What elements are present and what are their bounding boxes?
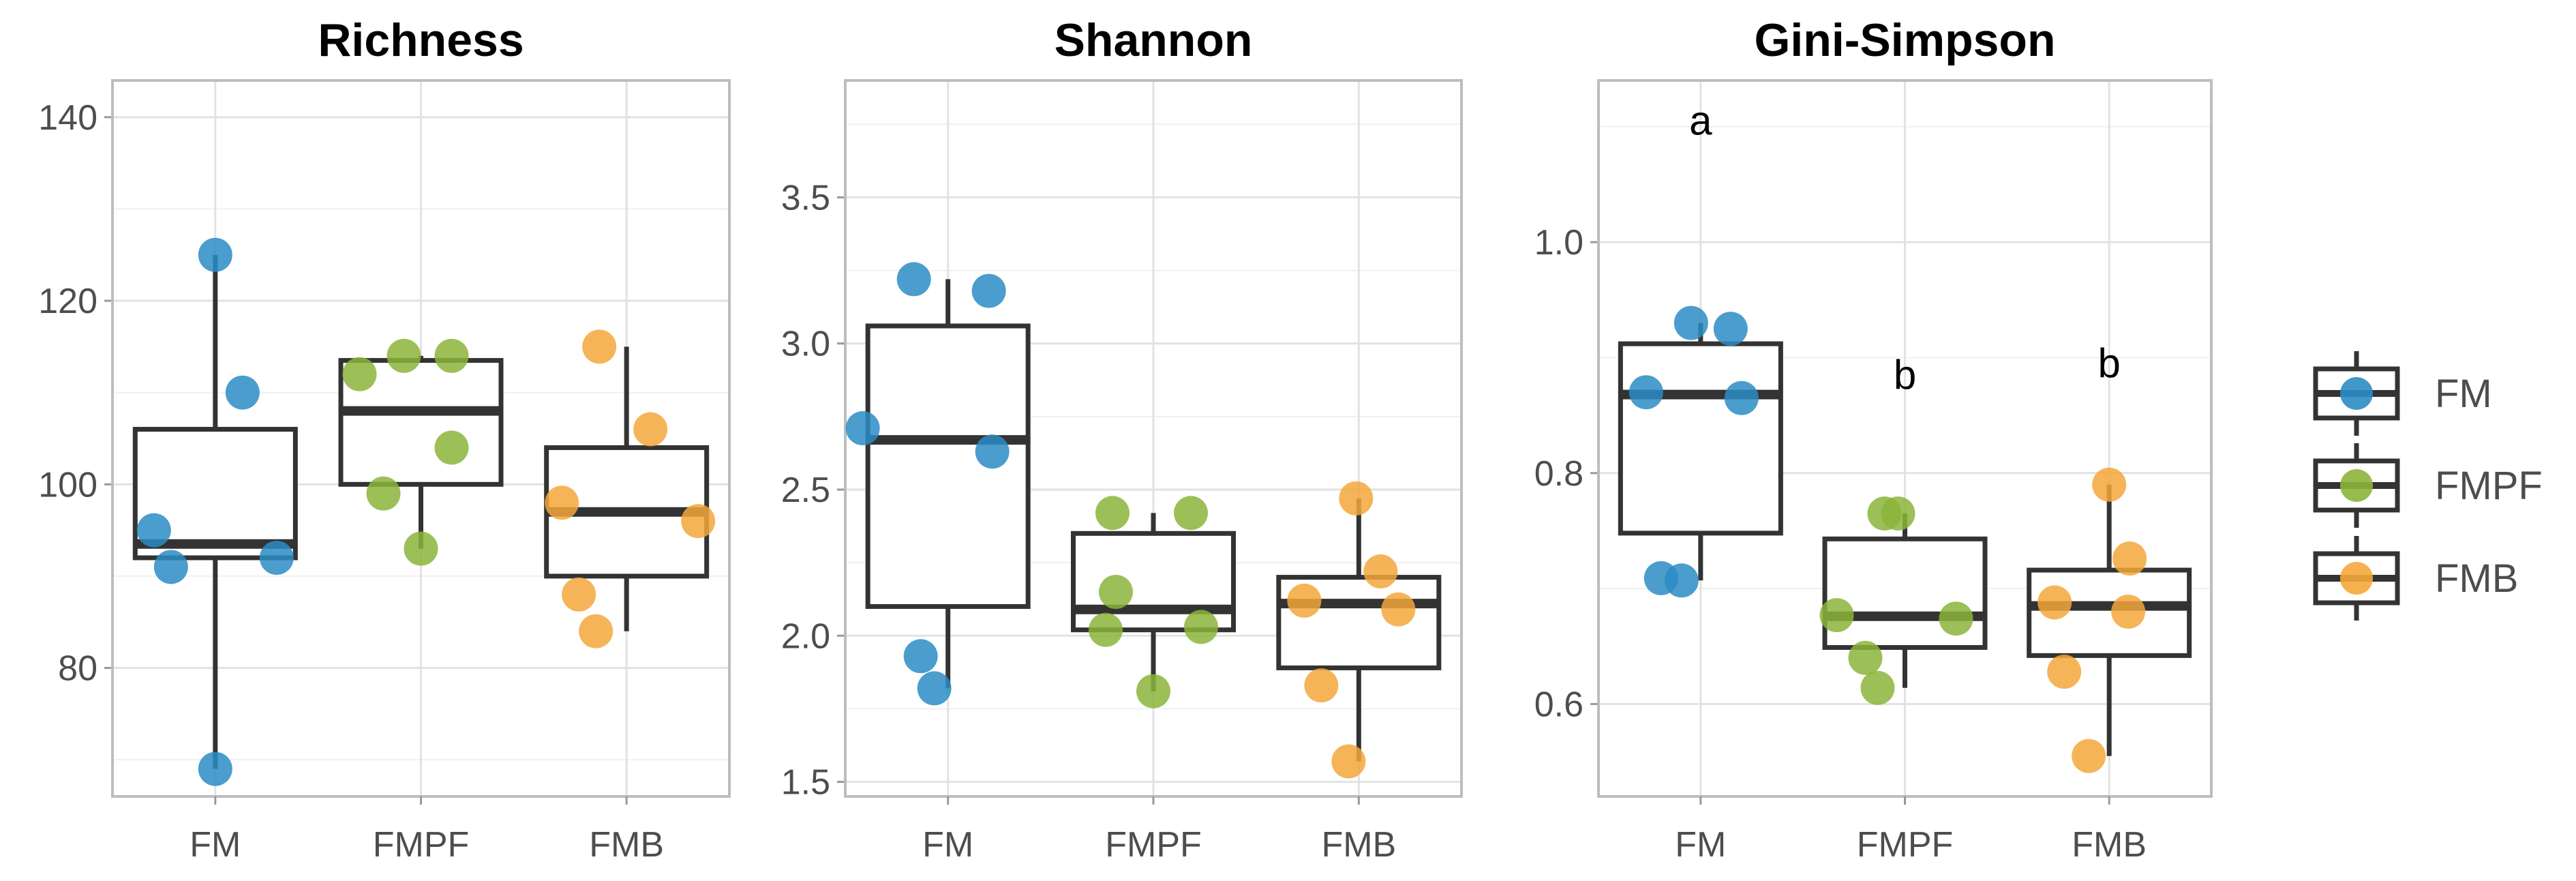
- data-point-fmb: [1363, 554, 1398, 588]
- data-point-fm: [917, 671, 952, 706]
- data-point-fmpf: [1136, 674, 1170, 708]
- panel-title: Gini-Simpson: [1755, 14, 2056, 66]
- y-tick-label: 0.8: [1534, 454, 1584, 494]
- x-tick-label: FMPF: [1857, 825, 1954, 865]
- y-tick-label: 80: [58, 649, 97, 689]
- data-point-fmb: [681, 504, 716, 539]
- x-tick-label: FMB: [589, 825, 664, 865]
- legend-entry-fm: FM: [2313, 351, 2492, 436]
- data-point-fmb: [633, 412, 668, 447]
- data-point-fmb: [2111, 595, 2146, 629]
- legend-label: FMPF: [2435, 464, 2543, 508]
- box-iqr: [865, 323, 1031, 609]
- data-point-fm: [845, 411, 880, 445]
- y-tick-label: 2.5: [781, 471, 830, 510]
- panels-layer: 80 100 120 140 FM FMPF FMB Richness 1.5 2.0 2.5 3.0…: [38, 14, 2213, 865]
- significance-letter: b: [2097, 340, 2120, 386]
- legend-point: [2340, 377, 2373, 410]
- data-point-fm: [198, 751, 232, 786]
- legend-point: [2340, 469, 2373, 502]
- data-point-fmb: [1287, 583, 1322, 618]
- y-tick-label: 1.0: [1534, 223, 1584, 263]
- data-point-fm: [903, 639, 938, 674]
- y-tick-label: 120: [38, 282, 97, 321]
- data-point-fmb: [1339, 481, 1374, 516]
- y-tick-label: 3.0: [781, 325, 830, 364]
- data-point-fm: [975, 434, 1010, 469]
- data-point-fmpf: [1095, 496, 1130, 531]
- data-point-fm: [1628, 375, 1663, 410]
- y-tick-label: 1.5: [781, 763, 830, 803]
- data-point-fmb: [562, 577, 596, 612]
- x-tick-label: FMB: [2072, 825, 2147, 865]
- data-point-fmpf: [1184, 610, 1218, 644]
- data-point-fmpf: [387, 338, 421, 373]
- data-point-fmb: [2047, 655, 2082, 689]
- data-point-fmpf: [1848, 640, 1883, 675]
- data-point-fmpf: [1819, 598, 1854, 633]
- data-point-fmb: [1304, 668, 1339, 703]
- significance-letter: a: [1689, 98, 1712, 143]
- data-point-fmb: [2072, 738, 2106, 773]
- data-point-fmb: [2037, 585, 2072, 620]
- y-tick-label: 0.6: [1534, 685, 1584, 725]
- legend-entry-fmb: FMB: [2313, 536, 2518, 621]
- data-point-fmb: [582, 329, 617, 364]
- data-point-fmpf: [434, 430, 469, 465]
- data-point-fm: [1724, 380, 1759, 415]
- box-fm: [865, 279, 1031, 689]
- box-iqr: [132, 427, 298, 561]
- x-tick-label: FMB: [1321, 825, 1396, 865]
- data-point-fmpf: [1939, 601, 1973, 636]
- box-iqr: [1618, 341, 1783, 536]
- data-point-fmb: [2112, 541, 2147, 576]
- data-point-fm: [1713, 312, 1748, 346]
- data-point-fm: [198, 237, 232, 272]
- data-point-fmb: [1331, 744, 1366, 779]
- data-point-fmb: [579, 614, 613, 648]
- data-point-fm: [1673, 305, 1708, 340]
- data-point-fm: [136, 513, 171, 548]
- legend-label: FM: [2435, 372, 2492, 416]
- data-point-fm: [259, 541, 294, 575]
- y-tick-label: 3.5: [781, 178, 830, 218]
- y-tick-label: 100: [38, 465, 97, 505]
- data-point-fmpf: [342, 357, 377, 391]
- data-point-fmpf: [1089, 612, 1123, 647]
- x-tick-label: FMPF: [373, 825, 470, 865]
- panel-gini-simpson: 0.6 0.8 1.0 a b b FM FMPF FMB Gini-Simpson: [1534, 14, 2213, 865]
- data-point-fm: [153, 550, 188, 584]
- x-tick-label: FMPF: [1105, 825, 1202, 865]
- legend-point: [2340, 562, 2373, 595]
- data-point-fm: [896, 262, 931, 297]
- legend: FM FMPF FMB: [2313, 351, 2543, 621]
- data-point-fmpf: [434, 338, 469, 373]
- legend-entry-fmpf: FMPF: [2313, 443, 2543, 528]
- y-tick-label: 140: [38, 98, 97, 138]
- data-point-fmpf: [1860, 670, 1895, 705]
- data-point-fm: [971, 273, 1006, 308]
- data-point-fmb: [545, 486, 579, 520]
- x-tick-label: FM: [190, 825, 241, 865]
- data-point-fmb: [1381, 592, 1416, 627]
- x-tick-label: FM: [922, 825, 973, 865]
- significance-letter: b: [1894, 352, 1916, 398]
- data-point-fmpf: [404, 531, 438, 566]
- data-point-fm: [225, 375, 260, 410]
- data-point-fm: [1664, 563, 1699, 598]
- box-fm: [132, 254, 298, 769]
- panel-shannon: 1.5 2.0 2.5 3.0 3.5 FM FMPF FMB Shannon: [781, 14, 1463, 865]
- panel-richness: 80 100 120 140 FM FMPF FMB Richness: [38, 14, 731, 865]
- data-point-fmb: [2092, 467, 2127, 502]
- data-point-fmpf: [1099, 575, 1133, 609]
- panel-title: Richness: [318, 14, 524, 66]
- panel-title: Shannon: [1055, 14, 1253, 66]
- data-point-fmpf: [366, 476, 401, 511]
- x-tick-label: FM: [1675, 825, 1726, 865]
- legend-label: FMB: [2435, 556, 2518, 601]
- data-point-fmpf: [1174, 496, 1208, 531]
- y-tick-label: 2.0: [781, 616, 830, 656]
- data-point-fmpf: [1881, 496, 1915, 531]
